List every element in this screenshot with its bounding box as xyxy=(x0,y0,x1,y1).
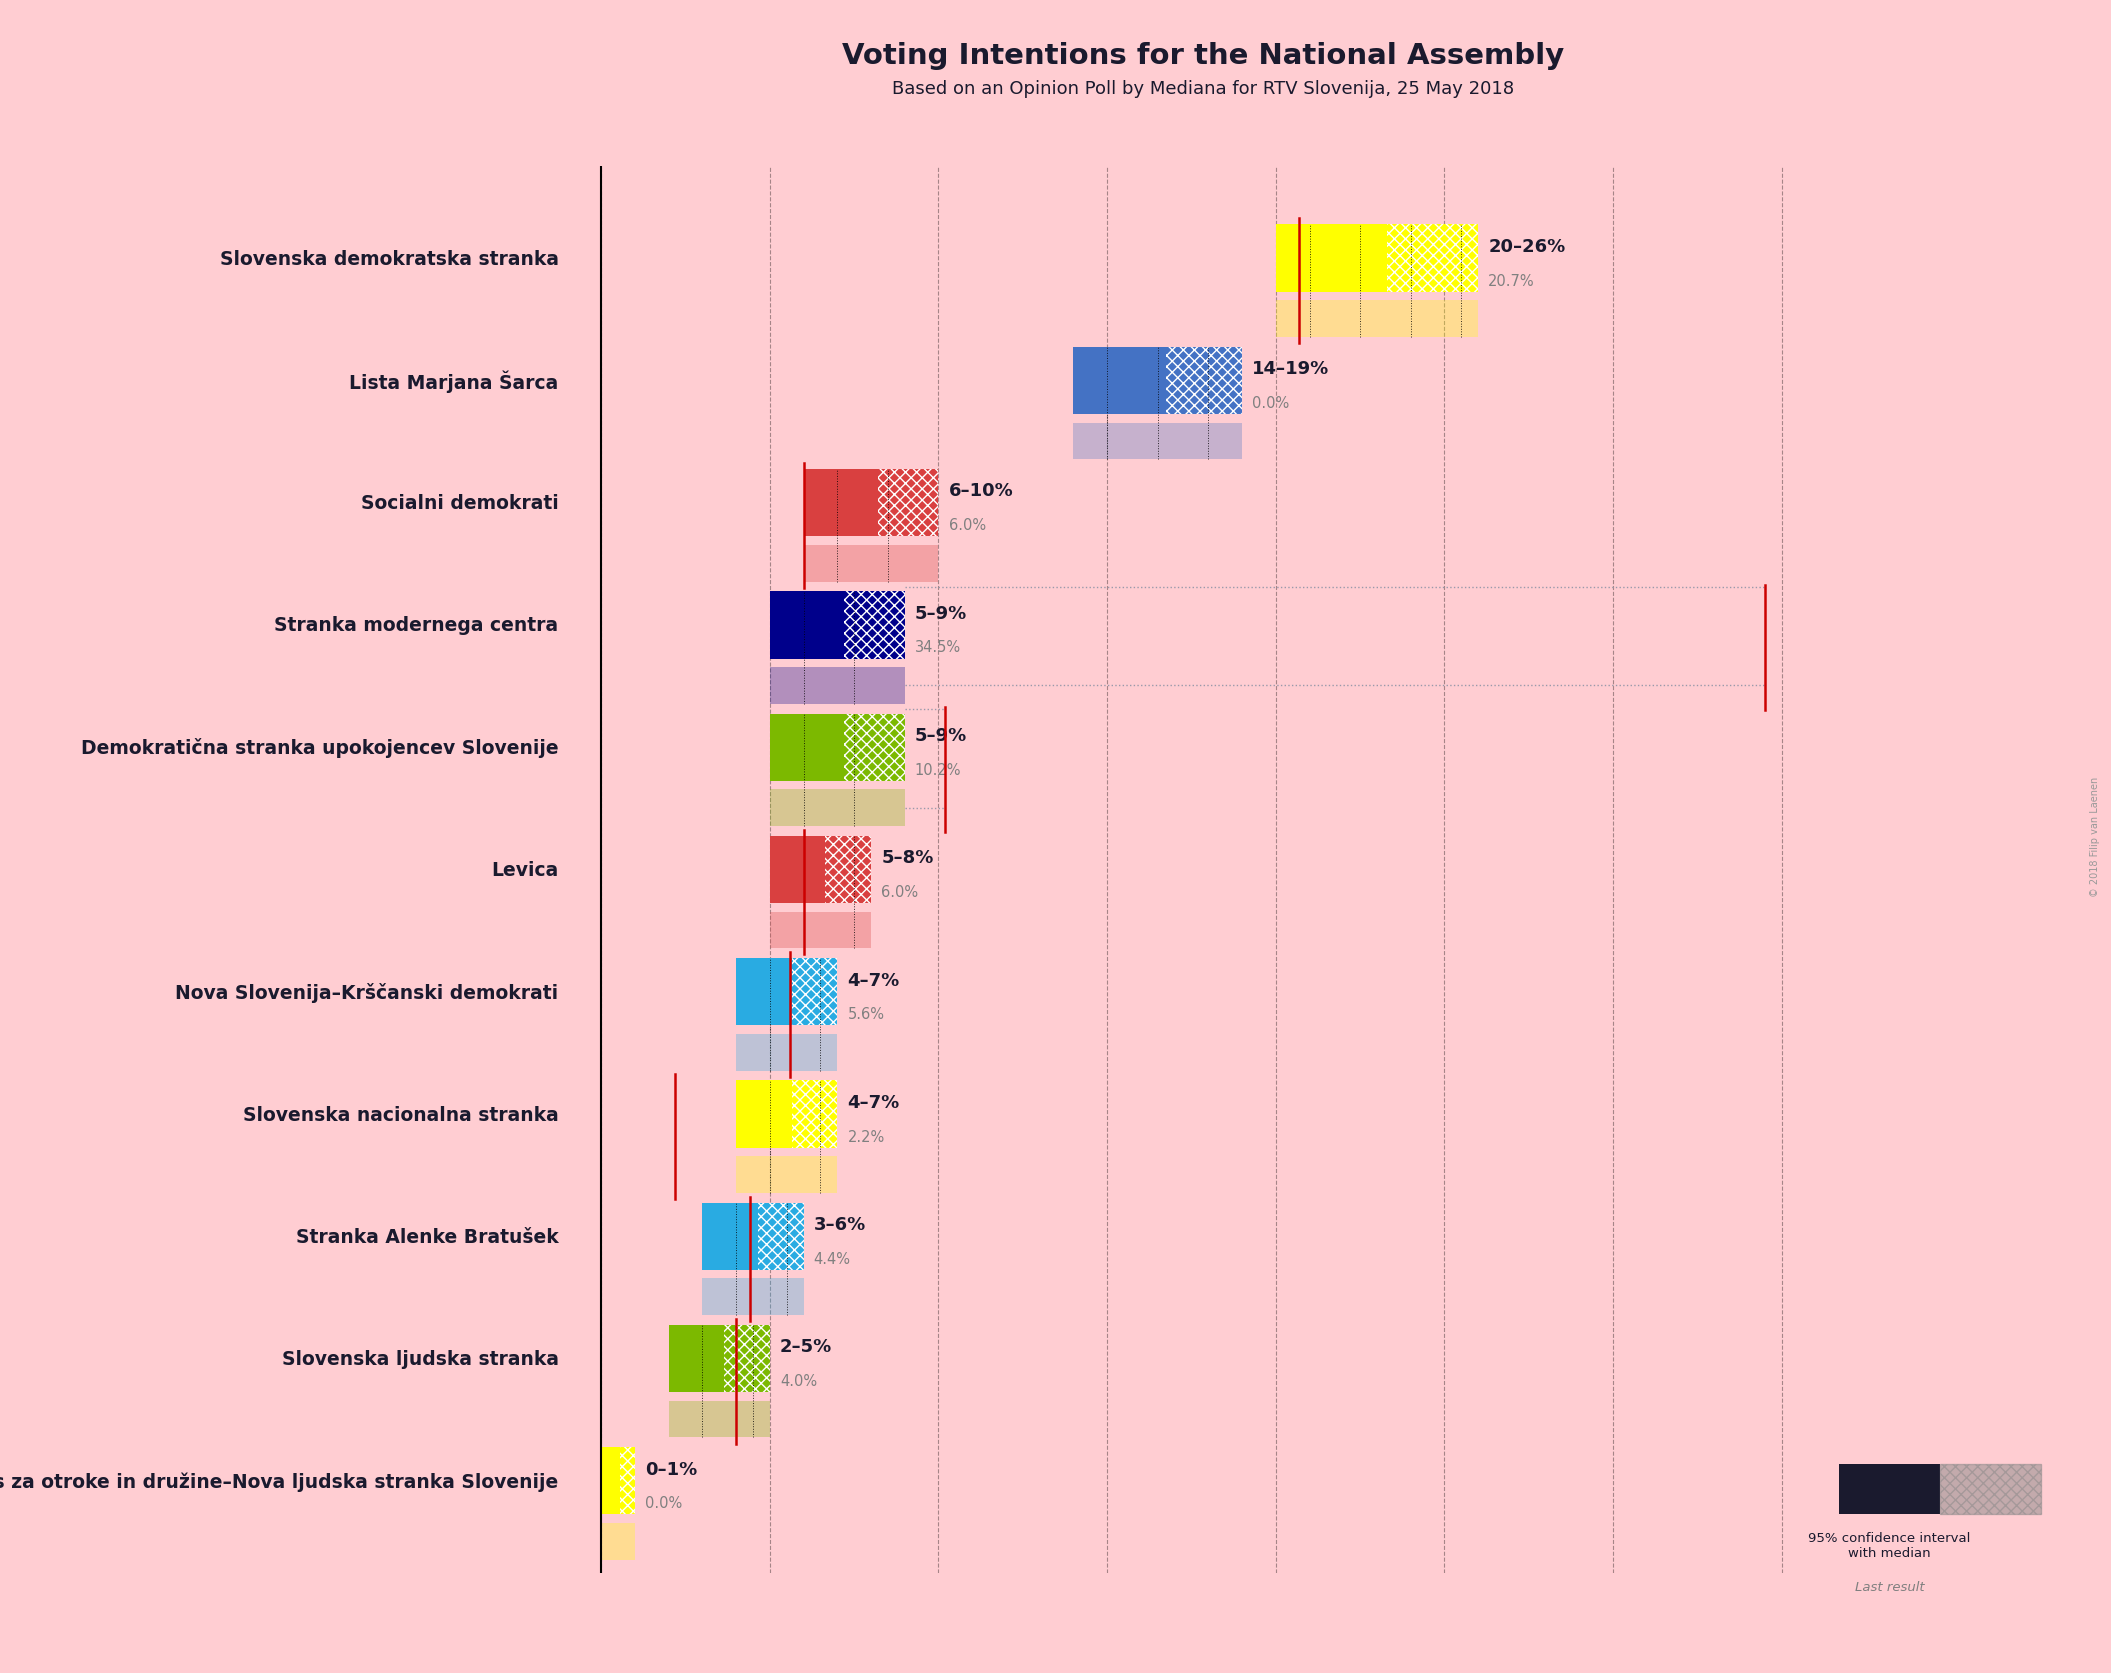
Text: 4.4%: 4.4% xyxy=(813,1251,851,1266)
Text: Slovenska ljudska stranka: Slovenska ljudska stranka xyxy=(281,1348,559,1369)
Bar xyxy=(844,714,906,781)
Bar xyxy=(792,959,838,1026)
Text: 6.0%: 6.0% xyxy=(948,519,986,532)
Bar xyxy=(621,1447,635,1514)
Bar xyxy=(602,1447,635,1514)
Text: Stranka Alenke Bratušek: Stranka Alenke Bratušek xyxy=(296,1226,559,1246)
Text: 0.0%: 0.0% xyxy=(1252,395,1290,410)
Text: 4.0%: 4.0% xyxy=(779,1374,817,1389)
Bar xyxy=(1387,226,1478,293)
Bar xyxy=(771,836,872,903)
Text: Demokratična stranka upokojencev Slovenije: Demokratična stranka upokojencev Sloveni… xyxy=(80,738,559,758)
Bar xyxy=(771,912,872,949)
Bar xyxy=(1072,423,1241,460)
Text: Slovenska nacionalna stranka: Slovenska nacionalna stranka xyxy=(243,1104,559,1124)
Text: 4–7%: 4–7% xyxy=(847,970,899,989)
Bar xyxy=(602,1522,635,1559)
Text: Slovenska demokratska stranka: Slovenska demokratska stranka xyxy=(220,249,559,268)
Text: 5–8%: 5–8% xyxy=(880,848,933,867)
Bar xyxy=(844,592,906,659)
Bar xyxy=(792,1081,838,1148)
Text: 0.0%: 0.0% xyxy=(646,1496,682,1511)
Text: Glas za otroke in družine–Nova ljudska stranka Slovenije: Glas za otroke in družine–Nova ljudska s… xyxy=(0,1471,559,1491)
Bar xyxy=(771,592,906,659)
Text: 2–5%: 2–5% xyxy=(779,1337,832,1355)
Bar xyxy=(669,1400,771,1437)
Bar xyxy=(1940,1464,2041,1514)
Text: 14–19%: 14–19% xyxy=(1252,360,1330,378)
Bar xyxy=(825,836,872,903)
Bar xyxy=(758,1203,804,1270)
Text: 20.7%: 20.7% xyxy=(1488,273,1535,288)
Bar xyxy=(878,470,939,537)
Text: 10.2%: 10.2% xyxy=(914,763,961,778)
Text: 20–26%: 20–26% xyxy=(1488,238,1566,256)
Text: 4–7%: 4–7% xyxy=(847,1092,899,1111)
Text: 6.0%: 6.0% xyxy=(880,885,918,900)
Text: 5–9%: 5–9% xyxy=(914,726,967,744)
Text: © 2018 Filip van Laenen: © 2018 Filip van Laenen xyxy=(2090,776,2100,897)
Text: Socialni demokrati: Socialni demokrati xyxy=(361,494,559,514)
Bar xyxy=(703,1203,804,1270)
Bar xyxy=(771,668,906,704)
Text: Nova Slovenija–Krščanski demokrati: Nova Slovenija–Krščanski demokrati xyxy=(175,982,559,1002)
Bar xyxy=(669,1325,771,1392)
Bar xyxy=(737,1034,838,1071)
Text: 2.2%: 2.2% xyxy=(847,1129,885,1144)
Text: 95% confidence interval
with median: 95% confidence interval with median xyxy=(1809,1531,1970,1559)
Bar xyxy=(737,1081,838,1148)
Text: 5–9%: 5–9% xyxy=(914,604,967,622)
Text: Levica: Levica xyxy=(492,860,559,880)
Bar xyxy=(1275,226,1478,293)
Text: Based on an Opinion Poll by Mediana for RTV Slovenija, 25 May 2018: Based on an Opinion Poll by Mediana for … xyxy=(893,80,1514,99)
Text: Stranka modernega centra: Stranka modernega centra xyxy=(274,616,559,636)
Bar xyxy=(724,1325,771,1392)
Bar xyxy=(1839,1464,1940,1514)
Bar xyxy=(1072,348,1241,415)
Text: Last result: Last result xyxy=(1856,1581,1923,1593)
Bar xyxy=(771,790,906,826)
Text: 34.5%: 34.5% xyxy=(914,641,961,656)
Bar xyxy=(703,1278,804,1315)
Bar xyxy=(1275,301,1478,338)
Bar xyxy=(737,959,838,1026)
Text: 5.6%: 5.6% xyxy=(847,1007,885,1022)
Text: Lista Marjana Šarca: Lista Marjana Šarca xyxy=(348,370,559,393)
Text: 3–6%: 3–6% xyxy=(813,1215,866,1233)
Bar xyxy=(804,470,939,537)
Bar xyxy=(1165,348,1241,415)
Bar xyxy=(737,1156,838,1193)
Bar xyxy=(804,545,939,582)
Bar xyxy=(771,714,906,781)
Text: 0–1%: 0–1% xyxy=(646,1461,697,1477)
Text: 6–10%: 6–10% xyxy=(948,482,1013,500)
Text: Voting Intentions for the National Assembly: Voting Intentions for the National Assem… xyxy=(842,42,1564,70)
